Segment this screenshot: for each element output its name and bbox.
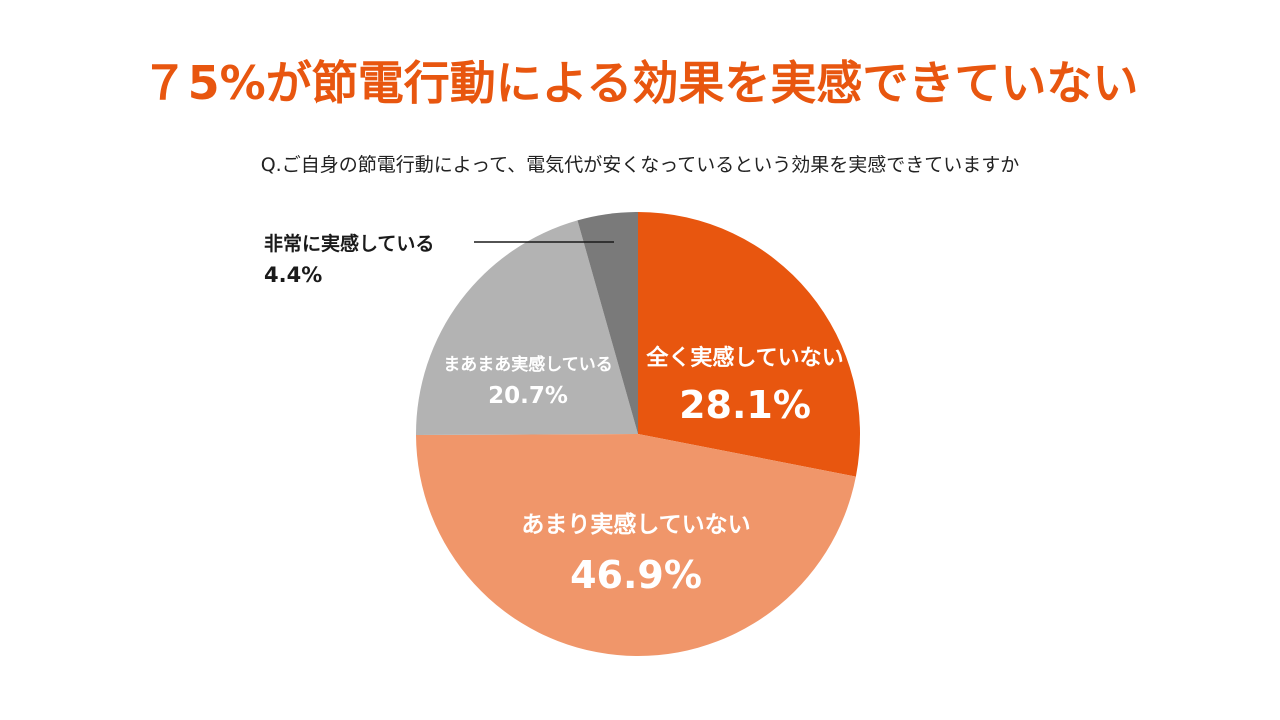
slice-value-1: 28.1%: [679, 383, 811, 427]
slice-value-2: 46.9%: [570, 553, 702, 597]
slice-value-3: 20.7%: [488, 383, 568, 409]
pie-slice-4: [577, 212, 638, 434]
slice-label-3: まあまあ実感している: [443, 354, 613, 375]
chart-title: ７5%が節電行動による効果を実感できていない: [141, 56, 1139, 110]
pie-slice-2: [416, 434, 856, 657]
slice-label-1: 全く実感していない: [645, 345, 843, 371]
slice-label-4: 非常に実感している: [264, 232, 434, 255]
slice-value-4: 4.4%: [264, 263, 322, 287]
pie-slice-3: [416, 220, 638, 436]
slice-label-2: あまり実感していない: [521, 511, 750, 538]
pie-slice-1: [638, 212, 860, 477]
chart-subtitle: Q.ご自身の節電行動によって、電気代が安くなっているという効果を実感できています…: [260, 154, 1020, 176]
